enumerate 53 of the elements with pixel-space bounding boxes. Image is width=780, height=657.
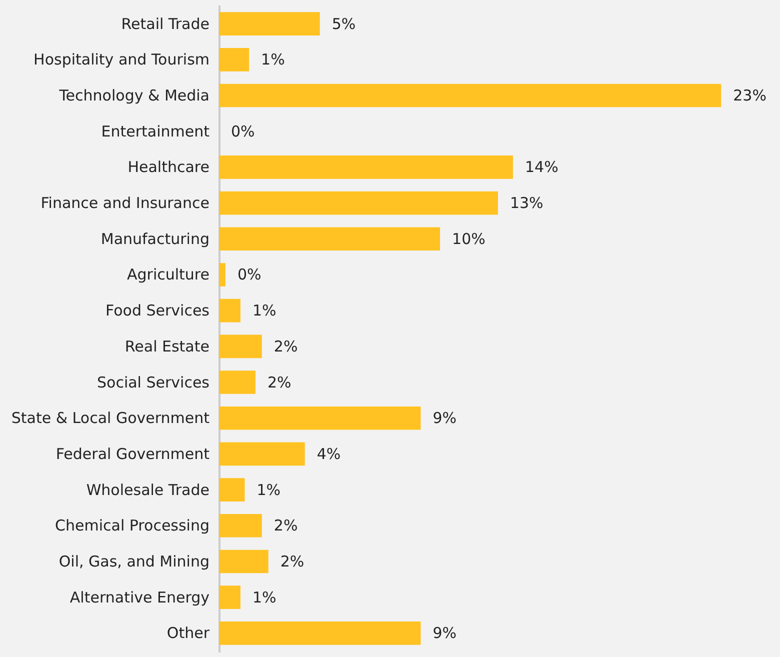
- y-tick-label: Chemical Processing: [55, 516, 210, 535]
- bar: [219, 586, 240, 609]
- y-tick-label: Wholesale Trade: [86, 480, 210, 499]
- y-tick-label: Manufacturing: [100, 230, 210, 248]
- data-label: 0%: [237, 266, 262, 284]
- data-label: 4%: [316, 444, 341, 463]
- y-tick-label: State & Local Government: [11, 409, 210, 428]
- y-tick-label: Alternative Energy: [70, 588, 210, 606]
- bar: [219, 406, 421, 430]
- y-tick-label: Retail Trade: [121, 14, 210, 33]
- y-tick-label: Oil, Gas, and Mining: [58, 552, 210, 570]
- bar: [219, 334, 262, 358]
- bar: [219, 48, 250, 72]
- data-label: 23%: [733, 86, 766, 105]
- data-label: 5%: [332, 14, 356, 33]
- data-label: 10%: [452, 230, 486, 248]
- y-tick-label: Entertainment: [101, 122, 210, 140]
- bar: [219, 191, 498, 215]
- data-label: 1%: [252, 588, 276, 606]
- bar: [219, 12, 320, 36]
- y-tick-label: Federal Government: [56, 444, 210, 463]
- y-tick-label: Social Services: [97, 373, 210, 392]
- data-label: 9%: [432, 624, 457, 642]
- y-tick-label: Food Services: [106, 302, 210, 320]
- y-tick-label: Hospitality and Tourism: [34, 50, 210, 69]
- y-tick-label: Healthcare: [128, 158, 210, 176]
- y-tick-label: Finance and Insurance: [40, 194, 210, 212]
- bar: [219, 550, 268, 574]
- data-label: 1%: [256, 480, 281, 499]
- data-label: 2%: [274, 516, 298, 535]
- bar: [219, 370, 256, 394]
- data-label: 1%: [252, 302, 276, 320]
- data-label: 14%: [524, 158, 558, 176]
- data-label: 1%: [261, 50, 285, 69]
- bar: [219, 442, 305, 466]
- y-tick-label: Agriculture: [127, 266, 210, 284]
- y-tick-label: Other: [166, 624, 210, 642]
- bar: [219, 298, 240, 322]
- data-label: 13%: [510, 194, 544, 212]
- bar: [219, 478, 245, 502]
- data-label: 9%: [432, 409, 457, 428]
- data-label: 2%: [280, 552, 304, 570]
- bar: [219, 514, 262, 538]
- bar: [219, 156, 513, 179]
- bar: [219, 622, 421, 645]
- data-label: 0%: [231, 122, 255, 140]
- bar: [219, 84, 722, 108]
- y-tick-label: Real Estate: [124, 337, 210, 356]
- data-label: 2%: [267, 373, 292, 392]
- bar: [219, 263, 226, 286]
- data-label: 2%: [274, 337, 298, 356]
- y-tick-label: Technology & Media: [58, 86, 210, 105]
- bar: [219, 227, 440, 251]
